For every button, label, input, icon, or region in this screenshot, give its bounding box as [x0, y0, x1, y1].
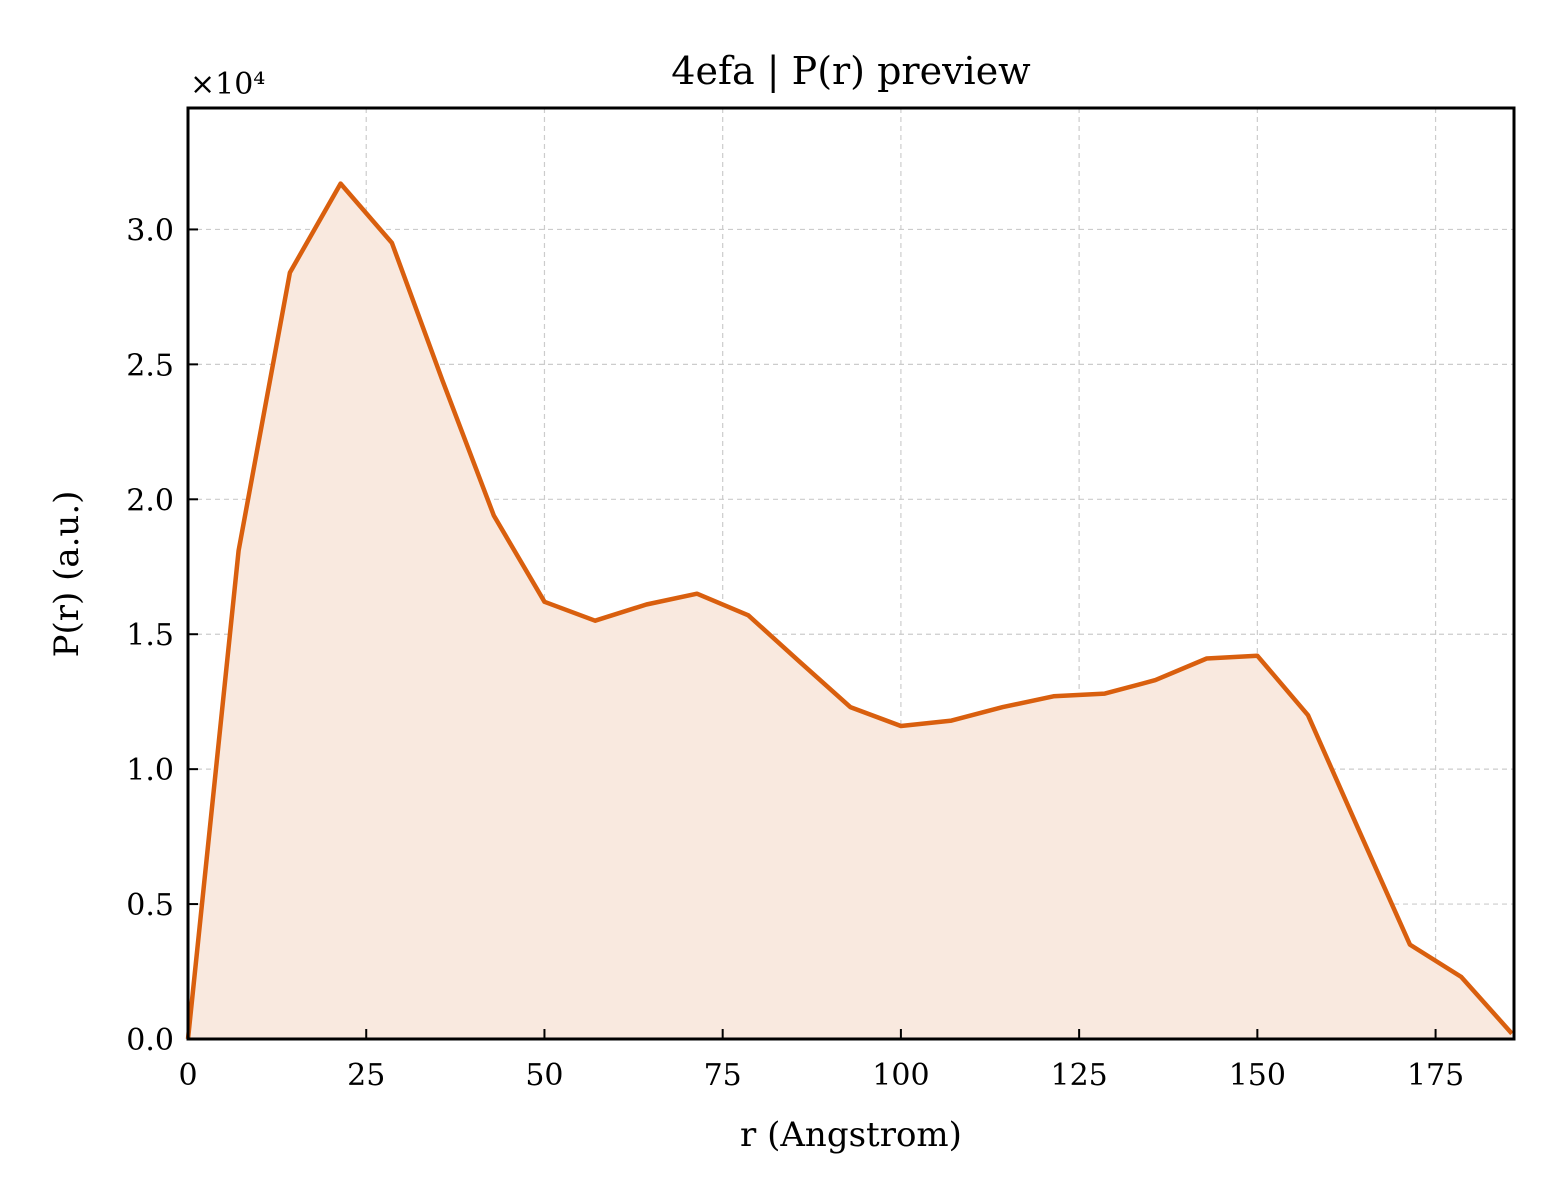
tick-marks — [187, 228, 1437, 1040]
area-fill — [188, 183, 1512, 1040]
y-tick-label: 0.0 — [126, 1023, 174, 1058]
x-tick-label: 175 — [1407, 1058, 1464, 1093]
y-tick-label: 1.0 — [126, 753, 174, 788]
y-tick-label: 2.5 — [126, 348, 174, 383]
x-tick-label: 25 — [347, 1058, 385, 1093]
x-axis-title: r (Angstrom) — [740, 1115, 962, 1155]
x-tick-label: 75 — [704, 1058, 742, 1093]
x-tick-label: 125 — [1050, 1058, 1107, 1093]
y-tick-label: 2.0 — [126, 483, 174, 518]
x-tick-labels: 0 25 50 75 100 125 150 175 — [178, 1058, 1464, 1093]
series-line — [185, 181, 1514, 1040]
x-tick-label: 0 — [178, 1058, 197, 1093]
y-multiplier-label: ×10⁴ — [190, 67, 265, 102]
y-tick-labels: 0.0 0.5 1.0 1.5 2.0 2.5 3.0 — [126, 213, 174, 1058]
x-tick-label: 150 — [1229, 1058, 1286, 1093]
y-tick-label: 1.5 — [126, 618, 174, 653]
y-tick-label: 0.5 — [126, 888, 174, 923]
y-tick-label: 3.0 — [126, 213, 174, 248]
y-axis-title: P(r) (a.u.) — [47, 491, 87, 658]
chart-title: 4efa | P(r) preview — [671, 49, 1031, 93]
plot-frame — [186, 106, 1516, 1041]
x-tick-label: 100 — [872, 1058, 929, 1093]
x-tick-label: 50 — [525, 1058, 563, 1093]
